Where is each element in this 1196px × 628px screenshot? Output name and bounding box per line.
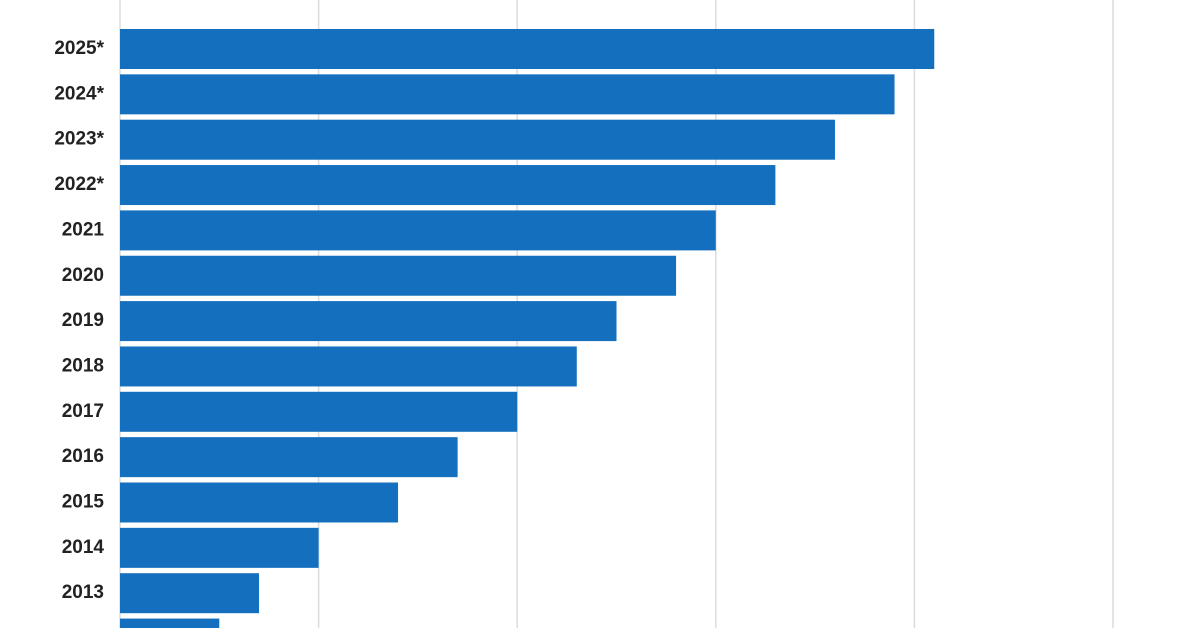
bar	[120, 29, 935, 69]
bar	[120, 573, 260, 614]
y-tick-label: 2022*	[54, 174, 104, 195]
y-tick-label: 2021	[62, 219, 105, 240]
y-tick-label: 2024*	[54, 83, 104, 104]
bar	[120, 210, 716, 251]
y-tick-label: 2013	[62, 582, 104, 603]
bar	[120, 482, 399, 523]
y-tick-label: 2020	[62, 265, 104, 286]
bar	[120, 165, 776, 206]
y-tick-label: 2016	[62, 446, 104, 467]
y-tick-label: 2019	[62, 310, 104, 331]
bar	[120, 618, 220, 628]
bar	[120, 119, 835, 160]
bar	[120, 255, 677, 296]
y-tick-label: 2018	[62, 355, 104, 376]
y-tick-label: 2025*	[54, 38, 104, 59]
y-tick-label: 2017	[62, 401, 104, 422]
y-tick-label: 2015	[62, 492, 105, 513]
bar	[120, 437, 458, 478]
bar	[120, 391, 518, 432]
y-tick-label: 2014	[62, 537, 105, 558]
y-tick-label: 2023*	[54, 129, 104, 150]
bar	[120, 346, 577, 387]
bar	[120, 301, 617, 342]
bar	[120, 527, 319, 568]
bar	[120, 74, 895, 115]
